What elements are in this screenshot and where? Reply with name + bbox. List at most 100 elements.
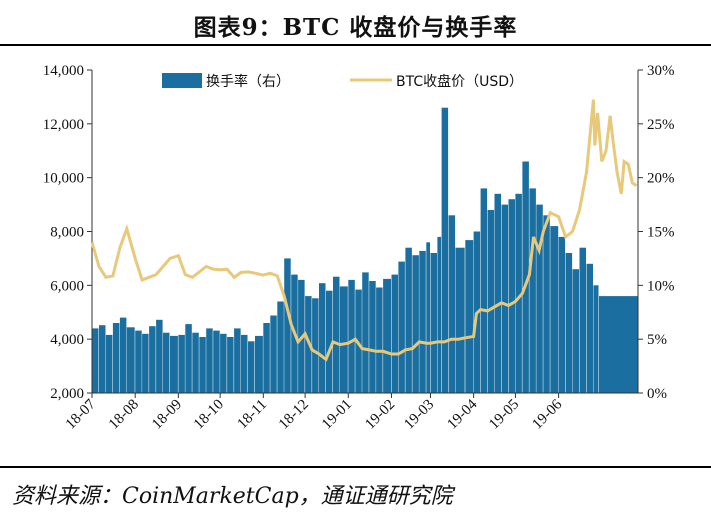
btc-close-line (90, 99, 638, 362)
x-tick-label: 18-11 (234, 397, 270, 433)
turnover-bar (339, 286, 348, 393)
turnover-bar (348, 279, 355, 393)
bottom-rule (0, 466, 711, 468)
turnover-bar (515, 193, 522, 393)
turnover-bar (430, 253, 437, 393)
turnover-bar (376, 287, 383, 393)
right-tick-label: 30% (647, 63, 675, 79)
turnover-bar (92, 328, 99, 393)
right-tick-label: 25% (647, 117, 675, 133)
turnover-bar (437, 236, 442, 393)
turnover-bar (312, 298, 319, 393)
turnover-bar (536, 204, 543, 393)
left-tick-label: 10,000 (43, 171, 84, 187)
turnover-bar (156, 319, 163, 393)
turnover-bar (199, 337, 206, 393)
x-tick-label: 18-08 (106, 397, 142, 433)
x-tick-label: 19-06 (529, 396, 565, 432)
turnover-bar (501, 204, 508, 393)
turnover-bar (480, 188, 488, 393)
legend-bar-label: 换手率（右） (206, 73, 290, 90)
turnover-bar (326, 290, 333, 393)
turnover-bar (220, 333, 227, 393)
turnover-bar (465, 240, 474, 393)
turnover-bar (270, 315, 277, 393)
turnover-bar (558, 236, 566, 393)
right-tick-label: 0% (647, 386, 667, 402)
turnover-bar (599, 296, 638, 393)
legend-bar-swatch (162, 73, 202, 88)
x-tick-label: 18-12 (276, 397, 312, 433)
legend-line-label: BTC收盘价（USD） (396, 73, 523, 90)
chart-title: 图表9：BTC 收盘价与换手率 (193, 14, 518, 41)
right-tick-label: 15% (647, 225, 675, 241)
turnover-bar (105, 334, 113, 393)
turnover-bar (234, 328, 241, 393)
left-tick-label: 14,000 (43, 63, 84, 79)
turnover-bar (112, 323, 120, 393)
turnover-bar (192, 332, 199, 393)
x-tick-label: 19-01 (319, 397, 355, 433)
turnover-bar (487, 210, 495, 393)
turnover-bar (185, 324, 192, 393)
left-tick-label: 4,000 (50, 332, 84, 348)
turnover-bar (448, 215, 456, 393)
turnover-bar (579, 247, 586, 393)
turnover-bar (441, 107, 449, 393)
x-tick-label: 19-05 (486, 397, 522, 433)
turnover-bar (565, 253, 573, 393)
turnover-bar (369, 281, 376, 393)
turnover-bar (586, 263, 593, 393)
turnover-bar (529, 188, 536, 393)
turnover-bar (142, 333, 149, 393)
turnover-bar (398, 261, 405, 393)
turnover-bar (213, 330, 220, 393)
turnover-bar (550, 226, 559, 393)
turnover-bar (405, 247, 412, 393)
legend: 换手率（右） BTC收盘价（USD） (162, 73, 523, 90)
turnover-bar (333, 276, 340, 393)
left-tick-label: 8,000 (50, 225, 84, 241)
right-tick-label: 20% (647, 171, 675, 187)
turnover-bar (284, 258, 291, 393)
turnover-bar (149, 326, 156, 393)
top-rule (0, 44, 711, 46)
btc-price-turnover-chart: 2,000 4,000 6,000 8,000 10,000 12,000 14,000 0%… (43, 63, 675, 433)
turnover-bar (277, 301, 284, 393)
turnover-bar (178, 334, 185, 393)
turnover-bar (263, 323, 270, 393)
turnover-bar (119, 317, 127, 393)
turnover-bar (426, 242, 430, 393)
turnover-bar (99, 325, 106, 393)
turnover-bar (419, 250, 426, 393)
x-tick-label: 19-02 (362, 397, 398, 433)
left-tick-label: 6,000 (50, 278, 84, 294)
turnover-bar (494, 193, 501, 393)
turnover-bar (319, 283, 326, 393)
turnover-bar (241, 334, 248, 393)
x-tick-label: 18-10 (191, 397, 227, 433)
turnover-bar (543, 215, 550, 393)
turnover-bar (163, 332, 170, 393)
turnover-bar (170, 335, 178, 393)
right-tick-label: 10% (647, 278, 675, 294)
turnover-bar (248, 341, 255, 393)
left-tick-label: 2,000 (50, 386, 84, 402)
turnover-bar (255, 335, 263, 393)
x-tick-label: 19-04 (444, 396, 480, 432)
turnover-bar (383, 278, 391, 393)
turnover-bar (126, 327, 135, 393)
turnover-bar (593, 285, 599, 393)
left-tick-label: 12,000 (43, 117, 84, 133)
turnover-bar (135, 330, 142, 393)
turnover-bar (508, 199, 515, 393)
turnover-bar (227, 337, 234, 393)
turnover-bar (522, 161, 529, 393)
source-note: 资料来源：CoinMarketCap，通证通研究院 (12, 484, 453, 509)
right-tick-label: 5% (647, 332, 667, 348)
x-tick-label: 18-09 (149, 397, 185, 433)
x-tick-label: 19-03 (401, 397, 437, 433)
turnover-bar (455, 247, 465, 393)
turnover-bar (572, 269, 579, 393)
turnover-bar (362, 272, 369, 393)
